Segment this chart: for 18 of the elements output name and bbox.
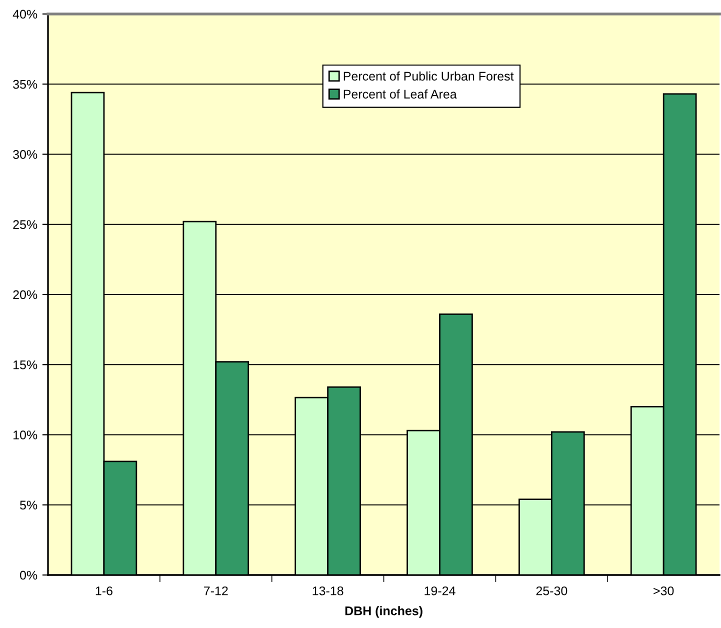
- y-tick-label: 40%: [12, 10, 38, 19]
- x-tick-label: 25-30: [536, 586, 568, 596]
- y-tick-label: 0%: [20, 570, 38, 580]
- legend-label: Percent of Leaf Area: [344, 89, 457, 99]
- x-tick-label: >30: [654, 586, 674, 596]
- x-tick-label: 13-18: [312, 586, 344, 596]
- y-tick-label: 35%: [13, 80, 38, 89]
- x-tick-label: 7-12: [204, 586, 228, 596]
- y-tick-label: 15%: [14, 360, 38, 370]
- y-tick-label: 25%: [13, 220, 38, 230]
- y-tick-label: 10%: [14, 430, 38, 440]
- y-tick-label: 5%: [20, 500, 38, 510]
- x-axis-title: DBH (inches): [345, 606, 422, 618]
- y-tick-label: 30%: [13, 150, 38, 159]
- x-tick-label: 1-6: [96, 586, 112, 596]
- x-tick-label: 19-24: [424, 586, 456, 596]
- y-tick-label: 20%: [13, 290, 38, 300]
- legend-label: Percent of Public Urban Forest: [344, 71, 514, 81]
